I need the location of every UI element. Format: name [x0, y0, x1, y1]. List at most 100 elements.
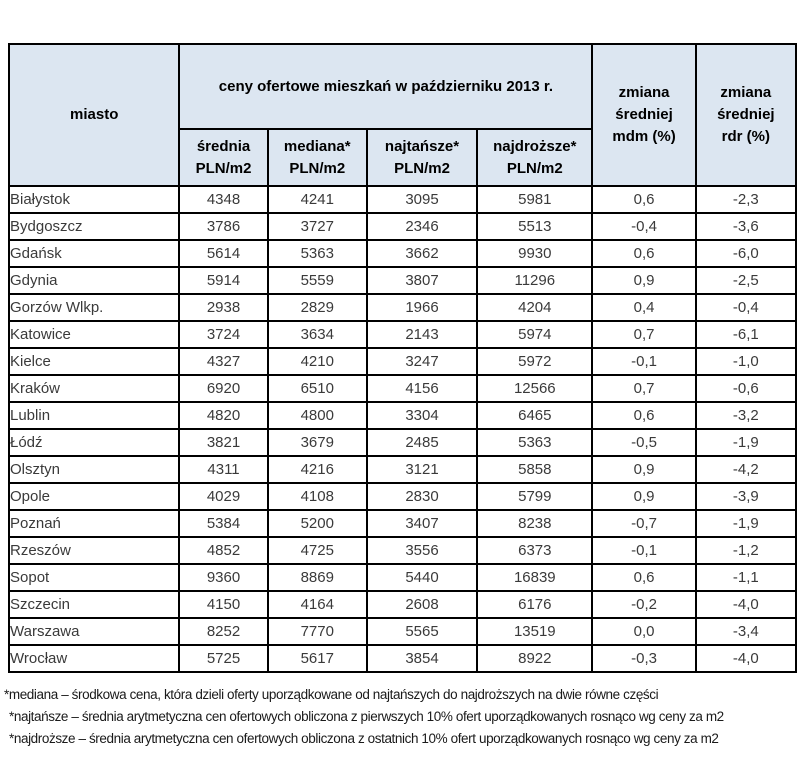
- value-cell: 4156: [365, 374, 479, 403]
- value-cell: 5617: [266, 644, 368, 673]
- value-cell: 3807: [365, 266, 479, 295]
- header-row-group: miasto ceny ofertowe mieszkań w paździer…: [7, 43, 798, 187]
- city-cell: Gdańsk: [7, 239, 181, 268]
- city-cell: Poznań: [7, 509, 181, 538]
- table-row: Kielce 4327 4210 3247 5972 -0,1 -1,0: [7, 347, 798, 376]
- footnote-najdrozsze: *najdroższe – średnia arytmetyczna cen o…: [9, 731, 719, 746]
- table-row: Gorzów Wlkp. 2938 2829 1966 4204 0,4 -0,4: [7, 293, 798, 322]
- value-cell: 3556: [365, 536, 479, 565]
- value-cell: 6465: [476, 401, 594, 430]
- value-cell: -0,6: [694, 374, 798, 403]
- value-cell: 4108: [266, 482, 368, 511]
- value-cell: -0,7: [591, 509, 697, 538]
- value-cell: 12566: [476, 374, 594, 403]
- value-cell: 4311: [178, 455, 269, 484]
- price-table: miasto ceny ofertowe mieszkań w paździer…: [7, 43, 798, 673]
- table-row: Warszawa 8252 7770 5565 13519 0,0 -3,4: [7, 617, 798, 646]
- value-cell: 0,7: [591, 320, 697, 349]
- value-cell: 5363: [476, 428, 594, 457]
- footnote-mediana: *mediana – środkowa cena, która dzieli o…: [4, 687, 659, 702]
- city-cell: Warszawa: [7, 617, 181, 646]
- footnotes: *mediana – środkowa cena, która dzieli o…: [4, 684, 802, 750]
- value-cell: 0,6: [591, 185, 697, 214]
- table-row: Katowice 3724 3634 2143 5974 0,7 -6,1: [7, 320, 798, 349]
- value-cell: 5614: [178, 239, 269, 268]
- value-cell: 3247: [365, 347, 479, 376]
- value-cell: 0,6: [591, 239, 697, 268]
- value-cell: 0,7: [591, 374, 697, 403]
- value-cell: -1,9: [694, 428, 798, 457]
- value-cell: 5799: [476, 482, 594, 511]
- value-cell: 3854: [365, 644, 479, 673]
- value-cell: 11296: [476, 266, 594, 295]
- value-cell: 3407: [365, 509, 479, 538]
- value-cell: 2608: [365, 590, 479, 619]
- city-cell: Kraków: [7, 374, 181, 403]
- value-cell: -2,5: [694, 266, 798, 295]
- value-cell: 6373: [476, 536, 594, 565]
- value-cell: 5565: [365, 617, 479, 646]
- table-row: Kraków 6920 6510 4156 12566 0,7 -0,6: [7, 374, 798, 403]
- value-cell: 8252: [178, 617, 269, 646]
- value-cell: -1,1: [694, 563, 798, 592]
- city-cell: Łódź: [7, 428, 181, 457]
- value-cell: 4216: [266, 455, 368, 484]
- table-row: Szczecin 4150 4164 2608 6176 -0,2 -4,0: [7, 590, 798, 619]
- value-cell: 5363: [266, 239, 368, 268]
- value-cell: 5972: [476, 347, 594, 376]
- column-header-city: miasto: [7, 43, 181, 187]
- column-header-median: mediana* PLN/m2: [266, 128, 368, 187]
- header-row-sub: średnia PLN/m2 mediana* PLN/m2 najtańsze…: [9, 128, 796, 187]
- column-header-cheapest: najtańsze* PLN/m2: [365, 128, 479, 187]
- value-cell: 5200: [266, 509, 368, 538]
- value-cell: 3821: [178, 428, 269, 457]
- city-cell: Gorzów Wlkp.: [7, 293, 181, 322]
- value-cell: 5974: [476, 320, 594, 349]
- value-cell: 8238: [476, 509, 594, 538]
- value-cell: 4150: [178, 590, 269, 619]
- value-cell: 5440: [365, 563, 479, 592]
- value-cell: 5384: [178, 509, 269, 538]
- value-cell: -6,0: [694, 239, 798, 268]
- value-cell: 1966: [365, 293, 479, 322]
- value-cell: 3634: [266, 320, 368, 349]
- value-cell: 4210: [266, 347, 368, 376]
- table-header: miasto ceny ofertowe mieszkań w paździer…: [7, 43, 798, 187]
- value-cell: -2,3: [694, 185, 798, 214]
- value-cell: -6,1: [694, 320, 798, 349]
- table-row: Gdynia 5914 5559 3807 11296 0,9 -2,5: [7, 266, 798, 295]
- value-cell: 5981: [476, 185, 594, 214]
- value-cell: 3679: [266, 428, 368, 457]
- value-cell: 3095: [365, 185, 479, 214]
- city-cell: Białystok: [7, 185, 181, 214]
- value-cell: -4,2: [694, 455, 798, 484]
- table-row: Olsztyn 4311 4216 3121 5858 0,9 -4,2: [7, 455, 798, 484]
- value-cell: 5513: [476, 212, 594, 241]
- city-cell: Bydgoszcz: [7, 212, 181, 241]
- value-cell: -1,9: [694, 509, 798, 538]
- value-cell: 7770: [266, 617, 368, 646]
- value-cell: -3,2: [694, 401, 798, 430]
- value-cell: 6510: [266, 374, 368, 403]
- table-row: Wrocław 5725 5617 3854 8922 -0,3 -4,0: [7, 644, 798, 673]
- value-cell: 4241: [266, 185, 368, 214]
- value-cell: -3,6: [694, 212, 798, 241]
- city-cell: Lublin: [7, 401, 181, 430]
- value-cell: 0,4: [591, 293, 697, 322]
- city-cell: Katowice: [7, 320, 181, 349]
- value-cell: 4852: [178, 536, 269, 565]
- city-cell: Gdynia: [7, 266, 181, 295]
- value-cell: 4327: [178, 347, 269, 376]
- column-header-most-expensive: najdroższe* PLN/m2: [476, 128, 594, 187]
- value-cell: -1,0: [694, 347, 798, 376]
- value-cell: 3727: [266, 212, 368, 241]
- value-cell: 4204: [476, 293, 594, 322]
- city-cell: Wrocław: [7, 644, 181, 673]
- value-cell: -0,4: [694, 293, 798, 322]
- city-cell: Olsztyn: [7, 455, 181, 484]
- table-row: Opole 4029 4108 2830 5799 0,9 -3,9: [7, 482, 798, 511]
- value-cell: 4029: [178, 482, 269, 511]
- value-cell: 0,9: [591, 455, 697, 484]
- table-row: Sopot 9360 8869 5440 16839 0,6 -1,1: [7, 563, 798, 592]
- value-cell: 0,9: [591, 482, 697, 511]
